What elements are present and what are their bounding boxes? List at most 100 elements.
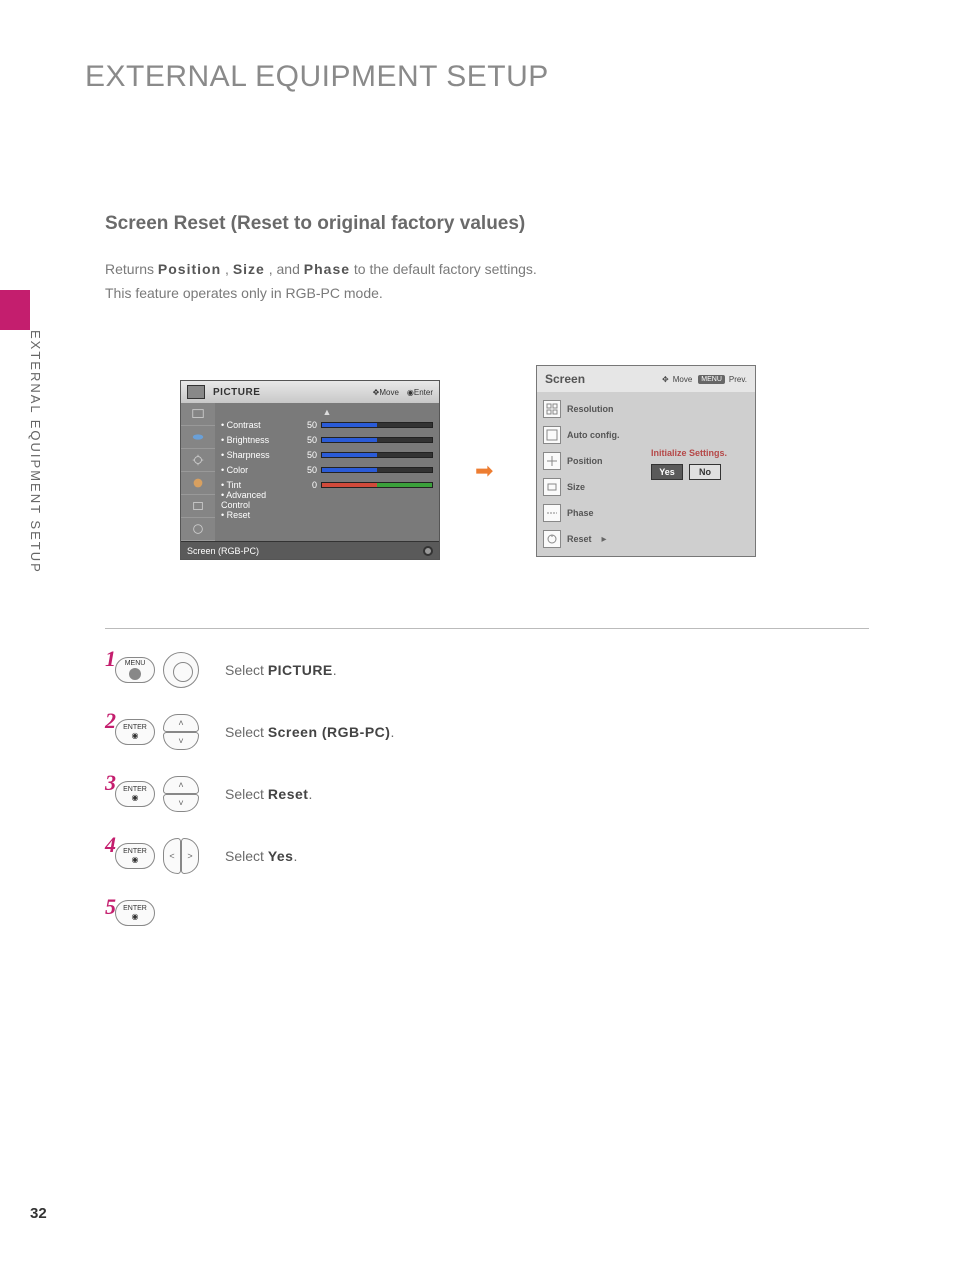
list-item-icon: [543, 478, 561, 496]
step-text: Select Reset.: [225, 786, 312, 802]
sidebar-icon: [181, 426, 215, 449]
no-button[interactable]: No: [689, 464, 721, 480]
sidebar-icon: [181, 518, 215, 541]
slider-bar[interactable]: [321, 452, 433, 458]
picture-row-label: • Reset: [221, 510, 293, 520]
step-text: Select Screen (RGB-PC).: [225, 724, 394, 740]
right-button: ˃: [181, 838, 199, 874]
sidebar-icon: [181, 472, 215, 495]
picture-row-label: • Contrast: [221, 420, 293, 430]
picture-row-value: 50: [293, 435, 317, 445]
screen-list-item[interactable]: Resolution: [543, 398, 643, 420]
step-number: 3: [105, 770, 116, 796]
screen-list-item[interactable]: Phase: [543, 502, 643, 524]
list-item-label: Reset: [567, 534, 592, 544]
arrow-right-icon: ➡: [475, 458, 493, 484]
list-item-label: Position: [567, 456, 603, 466]
list-item-icon: [543, 400, 561, 418]
step: 4 ENTER◉ ˂ ˃ Select Yes.: [105, 838, 394, 874]
sidebar-icon: [181, 449, 215, 472]
list-item-label: Auto config.: [567, 430, 620, 440]
list-item-icon: [543, 426, 561, 444]
screen-list-item[interactable]: Reset ▸: [543, 528, 643, 550]
remote-menu-button: MENU: [115, 657, 155, 683]
move-hint-label: Move: [673, 375, 693, 384]
dpad-updown-icon: ˄ ˅: [163, 776, 199, 812]
picture-row-label: • Tint: [221, 480, 293, 490]
picture-row-value: 50: [293, 450, 317, 460]
screen-rgb-row[interactable]: Screen (RGB-PC): [181, 541, 439, 559]
screen-rgb-label: Screen (RGB-PC): [187, 546, 259, 556]
picture-row-value: 0: [293, 480, 317, 490]
picture-row[interactable]: • Advanced Control: [221, 492, 433, 507]
page-title: EXTERNAL EQUIPMENT SETUP: [85, 60, 549, 94]
section-heading: Screen Reset (Reset to original factory …: [105, 213, 525, 235]
up-button: ˄: [163, 776, 199, 794]
step: 3 ENTER◉ ˄ ˅ Select Reset.: [105, 776, 394, 812]
dpad-updown-icon: ˄ ˅: [163, 714, 199, 750]
prev-hint-label: Prev.: [729, 375, 747, 384]
desc-keyword: Phase: [304, 261, 350, 277]
radio-icon: [423, 546, 433, 556]
picture-row-label: • Color: [221, 465, 293, 475]
screen-list-item[interactable]: Size: [543, 476, 643, 498]
desc-text: ,: [225, 261, 233, 277]
sidebar-tab: [0, 290, 30, 330]
down-button: ˅: [163, 732, 199, 750]
tv-icon: [187, 385, 205, 399]
picture-row-label: • Advanced Control: [221, 490, 293, 510]
list-item-icon: [543, 530, 561, 548]
sidebar-icon: [181, 403, 215, 426]
desc-text: , and: [269, 261, 304, 277]
screen-list-item[interactable]: Auto config.: [543, 424, 643, 446]
step-number: 1: [105, 646, 116, 672]
picture-menu-title: PICTURE: [213, 387, 373, 398]
list-item-label: Resolution: [567, 404, 614, 414]
remote-enter-button: ENTER◉: [115, 843, 155, 869]
remote-enter-button: ENTER◉: [115, 900, 155, 926]
screen-list: Resolution Auto config. Position Size Ph…: [543, 398, 643, 550]
desc-keyword: Size: [233, 261, 265, 277]
step: 2 ENTER◉ ˄ ˅ Select Screen (RGB-PC).: [105, 714, 394, 750]
picture-row-label: • Brightness: [221, 435, 293, 445]
picture-row[interactable]: • Brightness 50: [221, 432, 433, 447]
picture-row[interactable]: • Contrast 50: [221, 417, 433, 432]
screen-menu-header: Screen ✥ Move MENU Prev.: [537, 366, 755, 392]
vertical-section-label: EXTERNAL EQUIPMENT SETUP: [28, 330, 43, 574]
move-hint-label: Move: [379, 388, 399, 397]
remote-enter-button: ENTER◉: [115, 719, 155, 745]
step-number: 5: [105, 894, 116, 920]
picture-row[interactable]: • Reset: [221, 507, 433, 522]
up-arrow-icon: ▲: [221, 407, 433, 417]
slider-bar[interactable]: [321, 467, 433, 473]
down-button: ˅: [163, 794, 199, 812]
list-item-label: Phase: [567, 508, 594, 518]
menu-chip: MENU: [698, 375, 725, 384]
steps-list: 1 MENU Select PICTURE. 2 ENTER◉ ˄ ˅ Sele…: [105, 652, 394, 952]
picture-row[interactable]: • Sharpness 50: [221, 447, 433, 462]
step-number: 2: [105, 708, 116, 734]
submenu-arrow-icon: ▸: [602, 534, 607, 545]
dpad-full-icon: [163, 652, 199, 688]
screen-side-panel: Initialize Settings. Yes No: [651, 398, 749, 550]
desc-text: This feature operates only in RGB-PC mod…: [105, 285, 383, 301]
initialize-text: Initialize Settings.: [651, 448, 749, 458]
section-description: Returns Position , Size , and Phase to t…: [105, 258, 537, 306]
slider-bar[interactable]: [321, 422, 433, 428]
slider-bar[interactable]: [321, 482, 433, 488]
desc-text: Returns: [105, 261, 158, 277]
list-item-label: Size: [567, 482, 585, 492]
yes-button[interactable]: Yes: [651, 464, 683, 480]
picture-menu-panel: PICTURE ✥ Move ◉ Enter ▲ • Contrast 50 •…: [180, 380, 440, 560]
screen-menu-panel: Screen ✥ Move MENU Prev. Resolution Auto…: [536, 365, 756, 557]
list-item-icon: [543, 452, 561, 470]
picture-row-value: 50: [293, 420, 317, 430]
screen-list-item[interactable]: Position: [543, 450, 643, 472]
move-hint-icon: ✥: [662, 375, 669, 384]
step: 5 ENTER◉: [105, 900, 394, 926]
picture-row[interactable]: • Color 50: [221, 462, 433, 477]
slider-bar[interactable]: [321, 437, 433, 443]
step-text: Select Yes.: [225, 848, 297, 864]
up-button: ˄: [163, 714, 199, 732]
step-text: Select PICTURE.: [225, 662, 337, 678]
